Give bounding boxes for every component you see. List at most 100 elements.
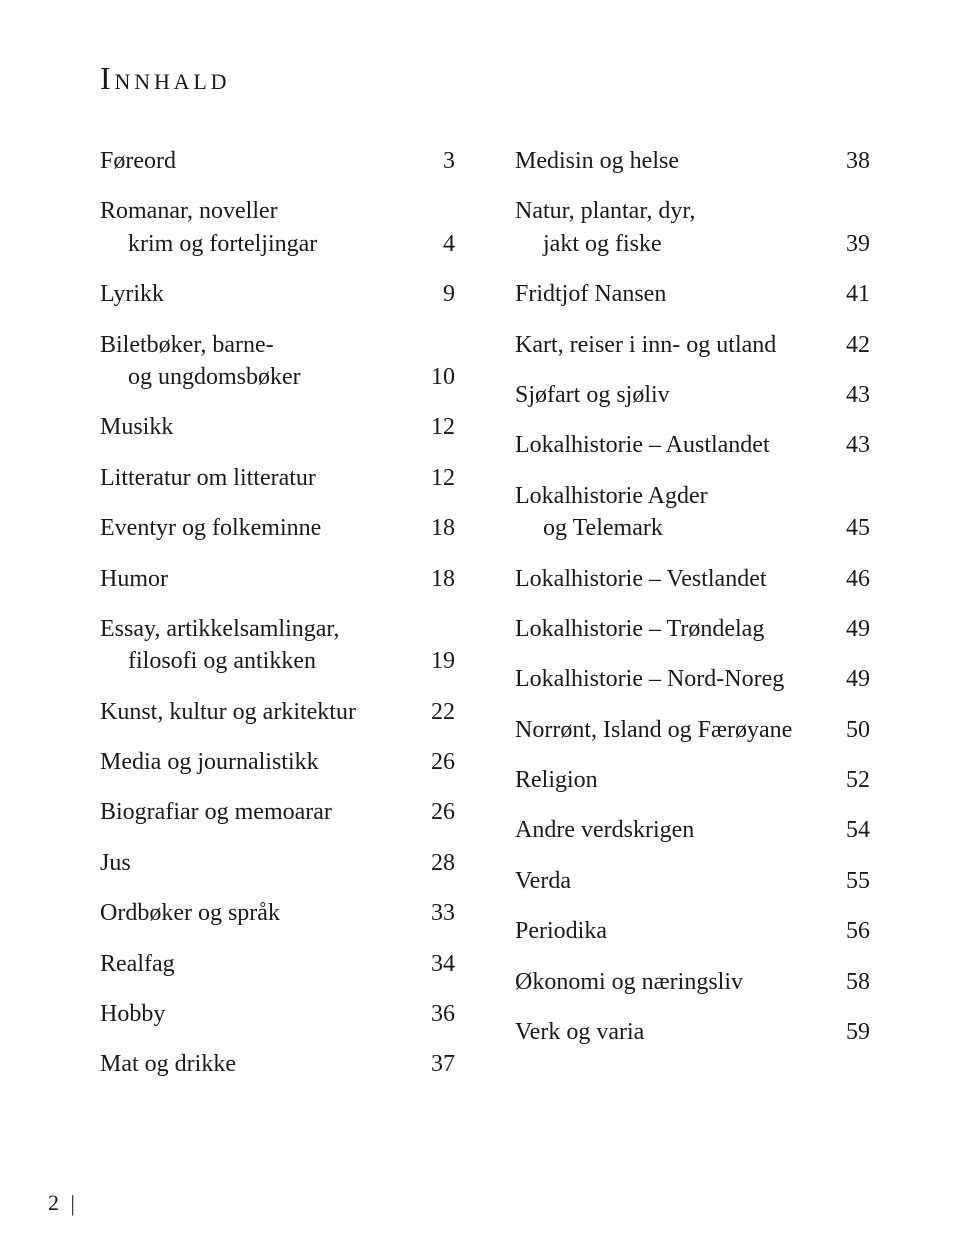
toc-entry-label: Andre verdskrigen [515, 814, 846, 846]
toc-entry-page: 43 [846, 379, 870, 411]
toc-entry-page: 58 [846, 966, 870, 998]
toc-entry-page: 19 [431, 645, 455, 677]
page: Innhald Føreord3Romanar, novellerkrim og… [0, 0, 960, 1099]
toc-entry-label: Norrønt, Island og Færøyane [515, 714, 846, 746]
toc-entry-label: Lokalhistorie – Vestlandet [515, 563, 846, 595]
toc-entry-label: Lokalhistorie – Austlandet [515, 429, 846, 461]
toc-entry-label: Realfag [100, 948, 431, 980]
toc-entry-label: Føreord [100, 145, 443, 177]
toc-entry: Lyrikk9 [100, 278, 455, 310]
page-footer: 2 | [48, 1190, 75, 1217]
toc-entry-page: 49 [846, 613, 870, 645]
toc-entry: Økonomi og næringsliv58 [515, 966, 870, 998]
toc-entry-page: 43 [846, 429, 870, 461]
page-number: 2 [48, 1190, 59, 1215]
toc-entry-label: Kart, reiser i inn- og utland [515, 329, 846, 361]
toc-entry-label: Romanar, novellerkrim og forteljingar [100, 195, 443, 260]
toc-entry: Natur, plantar, dyr,jakt og fiske39 [515, 195, 870, 260]
toc-entry: Humor18 [100, 563, 455, 595]
toc-entry: Musikk12 [100, 411, 455, 443]
toc-entry: Religion52 [515, 764, 870, 796]
toc-entry-label: Natur, plantar, dyr,jakt og fiske [515, 195, 846, 260]
toc-entry: Hobby36 [100, 998, 455, 1030]
toc-entry-page: 36 [431, 998, 455, 1030]
toc-entry-label: Mat og drikke [100, 1048, 431, 1080]
toc-entry-page: 26 [431, 746, 455, 778]
toc-entry-subline: krim og forteljingar [100, 228, 433, 260]
toc-entry-page: 4 [443, 228, 455, 260]
toc-entry-page: 37 [431, 1048, 455, 1080]
toc-entry: Jus28 [100, 847, 455, 879]
toc-entry-page: 50 [846, 714, 870, 746]
toc-entry: Kunst, kultur og arkitektur22 [100, 696, 455, 728]
toc-entry-subline: og ungdomsbøker [100, 361, 421, 393]
toc-entry-label: Essay, artikkelsamlingar,filosofi og ant… [100, 613, 431, 678]
toc-entry-label: Lyrikk [100, 278, 443, 310]
toc-entry: Ordbøker og språk33 [100, 897, 455, 929]
toc-entry-page: 45 [846, 512, 870, 544]
toc-entry-page: 52 [846, 764, 870, 796]
toc-entry-label: Biletbøker, barne-og ungdomsbøker [100, 329, 431, 394]
toc-entry: Norrønt, Island og Færøyane50 [515, 714, 870, 746]
toc-entry-label: Media og journalistikk [100, 746, 431, 778]
toc-entry-page: 54 [846, 814, 870, 846]
toc-entry-label: Verk og varia [515, 1016, 846, 1048]
toc-entry-page: 38 [846, 145, 870, 177]
toc-entry-label: Musikk [100, 411, 431, 443]
toc-entry: Biletbøker, barne-og ungdomsbøker10 [100, 329, 455, 394]
toc-entry: Fridtjof Nansen41 [515, 278, 870, 310]
toc-entry: Lokalhistorie – Nord-Noreg49 [515, 663, 870, 695]
toc-entry: Periodika56 [515, 915, 870, 947]
toc-entry: Sjøfart og sjøliv43 [515, 379, 870, 411]
toc-entry: Media og journalistikk26 [100, 746, 455, 778]
toc-entry: Mat og drikke37 [100, 1048, 455, 1080]
toc-entry: Biografiar og memoarar26 [100, 796, 455, 828]
toc-entry-page: 3 [443, 145, 455, 177]
toc-entry-label: Litteratur om litteratur [100, 462, 431, 494]
toc-entry-page: 18 [431, 563, 455, 595]
toc-entry-page: 22 [431, 696, 455, 728]
toc-entry-page: 28 [431, 847, 455, 879]
toc-entry-page: 46 [846, 563, 870, 595]
toc-entry-label: Lokalhistorie Agderog Telemark [515, 480, 846, 545]
page-title: Innhald [100, 60, 870, 97]
toc-entry-label: Jus [100, 847, 431, 879]
toc-entry: Medisin og helse38 [515, 145, 870, 177]
toc-entry: Lokalhistorie – Trøndelag49 [515, 613, 870, 645]
toc-columns: Føreord3Romanar, novellerkrim og fortelj… [100, 145, 870, 1099]
toc-entry: Kart, reiser i inn- og utland42 [515, 329, 870, 361]
toc-entry: Andre verdskrigen54 [515, 814, 870, 846]
toc-entry-label: Lokalhistorie – Nord-Noreg [515, 663, 846, 695]
toc-entry-page: 56 [846, 915, 870, 947]
toc-entry-label: Eventyr og folkeminne [100, 512, 431, 544]
toc-entry-label: Ordbøker og språk [100, 897, 431, 929]
toc-entry-label: Periodika [515, 915, 846, 947]
toc-entry: Essay, artikkelsamlingar,filosofi og ant… [100, 613, 455, 678]
toc-entry-label: Medisin og helse [515, 145, 846, 177]
toc-entry-page: 26 [431, 796, 455, 828]
toc-entry-label: Sjøfart og sjøliv [515, 379, 846, 411]
toc-entry-label: Biografiar og memoarar [100, 796, 431, 828]
toc-entry: Romanar, novellerkrim og forteljingar4 [100, 195, 455, 260]
toc-entry-page: 39 [846, 228, 870, 260]
toc-entry: Lokalhistorie – Vestlandet46 [515, 563, 870, 595]
toc-entry: Verk og varia59 [515, 1016, 870, 1048]
toc-entry-label: Humor [100, 563, 431, 595]
toc-entry-label: Verda [515, 865, 846, 897]
toc-entry-page: 55 [846, 865, 870, 897]
toc-entry-label: Kunst, kultur og arkitektur [100, 696, 431, 728]
footer-separator: | [71, 1191, 75, 1216]
toc-entry-label: Hobby [100, 998, 431, 1030]
toc-entry: Lokalhistorie – Austlandet43 [515, 429, 870, 461]
toc-entry-label: Lokalhistorie – Trøndelag [515, 613, 846, 645]
toc-entry: Eventyr og folkeminne18 [100, 512, 455, 544]
toc-entry-page: 49 [846, 663, 870, 695]
toc-entry-page: 34 [431, 948, 455, 980]
toc-entry: Verda55 [515, 865, 870, 897]
toc-entry-page: 33 [431, 897, 455, 929]
toc-entry-page: 12 [431, 411, 455, 443]
toc-entry: Litteratur om litteratur12 [100, 462, 455, 494]
toc-right-column: Medisin og helse38Natur, plantar, dyr,ja… [515, 145, 870, 1099]
toc-entry-label: Fridtjof Nansen [515, 278, 846, 310]
toc-entry-page: 41 [846, 278, 870, 310]
